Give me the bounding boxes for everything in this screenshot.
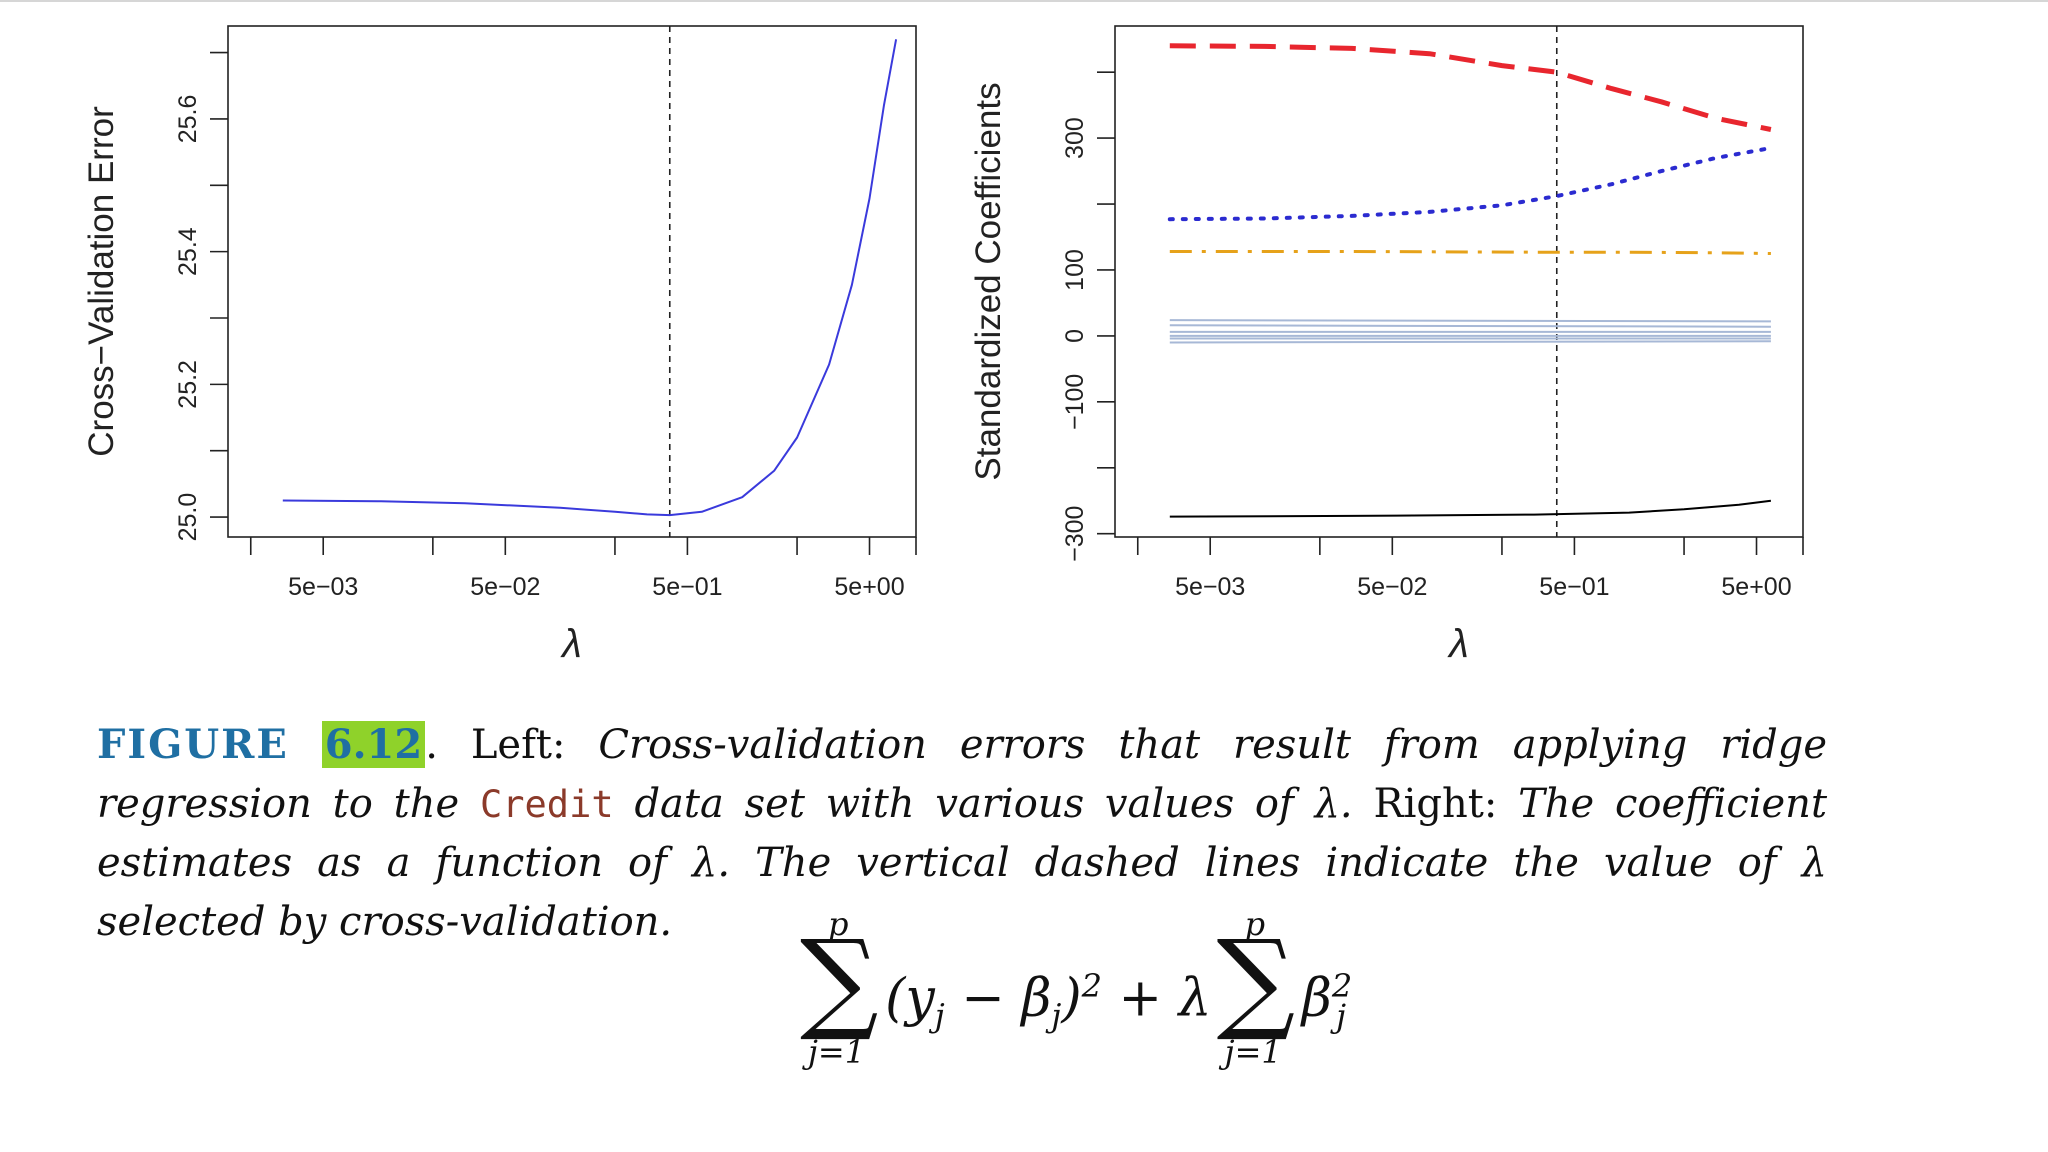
- right-y-tick-label: −300: [1061, 506, 1089, 562]
- right-series-line-2: [1167, 146, 1773, 222]
- sum-block-1: p ∑ j=1: [800, 905, 880, 1085]
- left-y-tick-label: 25.0: [174, 493, 202, 542]
- left-word: Left:: [470, 722, 566, 768]
- left-text-1: Cross-validation errors that result from…: [97, 722, 1828, 827]
- left-y-axis-label: Cross−Validation Error: [82, 106, 121, 457]
- ridge-formula: p ∑ j=1 (yj − βj)2 + λ p ∑ j=1 β2j: [800, 905, 1353, 1085]
- sum-symbol-2: ∑: [1216, 916, 1296, 1044]
- left-x-tick-label: 5e−02: [470, 573, 540, 601]
- sum-upper-2: p: [1244, 905, 1266, 943]
- left-x-tick-label: 5e−03: [288, 573, 358, 601]
- right-plot-frame: [1114, 25, 1804, 538]
- left-x-tick-label: 5e−01: [652, 573, 722, 601]
- right-text: The coefficient estimates as a function …: [97, 781, 1828, 945]
- right-series-line-9: [1169, 340, 1771, 344]
- right-y-tick-label: 0: [1061, 329, 1089, 343]
- left-x-tick-label: 5e+00: [834, 573, 904, 601]
- sum-lower-2: j=1: [1224, 1033, 1282, 1071]
- right-x-tick-label: 5e+00: [1721, 573, 1791, 601]
- left-y-tick-label: 25.6: [174, 95, 202, 144]
- right-series-line-5: [1169, 324, 1771, 328]
- right-y-tick-label: 300: [1061, 117, 1089, 159]
- sum-symbol-1: ∑: [800, 916, 879, 1044]
- right-y-tick-label: 100: [1061, 249, 1089, 291]
- left-y-tick-label: 25.4: [174, 227, 202, 276]
- sum-lower-1: j=1: [808, 1033, 866, 1071]
- right-series-line-3: [1169, 250, 1771, 255]
- left-y-tick-label: 25.2: [174, 360, 202, 409]
- right-series-line-4: [1169, 319, 1771, 323]
- penalty-term: β2j: [1301, 967, 1353, 1035]
- left-text-2: data set with various values of λ.: [634, 781, 1353, 827]
- right-series-line-10: [1169, 499, 1772, 518]
- right-y-axis-label: Standardized Coefficients: [969, 82, 1008, 480]
- top-divider: [0, 0, 2048, 2]
- right-word: Right:: [1373, 781, 1498, 827]
- squared-term: (yj − βj)2 + λ: [885, 967, 1212, 1035]
- right-x-tick-label: 5e−01: [1539, 573, 1609, 601]
- right-y-tick-label: −100: [1061, 374, 1089, 430]
- left-plot-frame: [227, 25, 917, 538]
- figure-label: FIGURE: [97, 721, 289, 768]
- figure-number[interactable]: 6.12: [321, 721, 426, 768]
- figure-period: .: [425, 722, 438, 768]
- dataset-name[interactable]: Credit: [479, 783, 614, 826]
- right-x-tick-label: 5e−02: [1357, 573, 1427, 601]
- right-x-tick-label: 5e−03: [1175, 573, 1245, 601]
- right-series-line-1: [1169, 43, 1772, 132]
- left-series-line-1: [282, 39, 898, 517]
- right-x-axis-label: λ: [1447, 622, 1469, 666]
- sum-block-2: p ∑ j=1: [1217, 905, 1297, 1085]
- left-x-axis-label: λ: [560, 622, 582, 666]
- sum-upper-1: p: [828, 905, 849, 943]
- figure-caption: FIGURE 6.12. Left: Cross-validation erro…: [97, 715, 1827, 952]
- figure-plots: 5e−03 5e−02 5e−01 5e+00 25.0 25.2 25.4 25.6 λ Cro…: [82, 25, 1804, 666]
